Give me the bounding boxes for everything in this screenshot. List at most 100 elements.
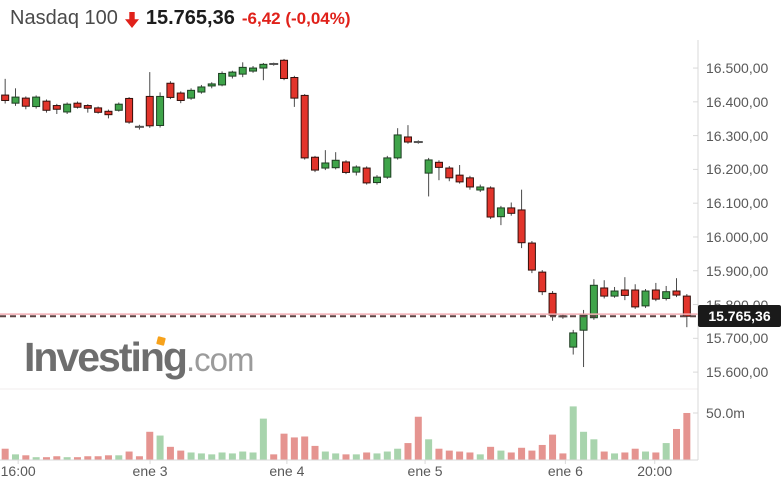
volume-bar <box>94 456 102 460</box>
candle-body <box>21 97 30 107</box>
candle-body <box>445 167 454 179</box>
candle-body <box>114 103 123 111</box>
volume-bar <box>332 453 340 460</box>
volume-bar <box>156 435 164 460</box>
volume-bar <box>466 452 474 460</box>
candle-body <box>259 63 268 69</box>
candle-body <box>32 96 41 108</box>
volume-bar <box>53 456 61 460</box>
volume-bar <box>290 437 298 460</box>
candle-body <box>1 94 10 101</box>
volume-bar <box>456 451 464 460</box>
candle-body <box>280 59 289 80</box>
candle-body <box>579 314 588 331</box>
candle-body <box>538 271 547 293</box>
volume-bar <box>425 439 433 460</box>
volume-bar <box>146 431 154 460</box>
volume-bar <box>435 448 443 460</box>
volume-bar <box>197 453 205 460</box>
volume-bar <box>507 452 515 460</box>
volume-bar <box>363 452 371 460</box>
candle-body <box>197 86 206 93</box>
candle-body <box>507 207 516 214</box>
change-value: -6,42 <box>241 8 281 28</box>
volume-bar <box>445 450 453 460</box>
candle-body <box>682 295 691 317</box>
candle-body <box>434 161 443 168</box>
candle-body <box>249 67 258 72</box>
volume-bar <box>631 448 639 460</box>
candle-body <box>455 174 464 183</box>
candle-body <box>352 166 361 173</box>
last-price: 15.765,36 <box>145 7 235 29</box>
volume-bar <box>1 448 9 460</box>
candle-body <box>42 100 51 111</box>
volume-bar <box>84 456 92 460</box>
volume-bar <box>538 444 546 460</box>
candle-body <box>569 332 578 348</box>
candle-body <box>517 209 526 244</box>
candle-body <box>125 97 134 123</box>
candle-body <box>83 105 92 109</box>
volume-bar <box>187 452 195 460</box>
change-percent: (-0,04%) <box>285 8 351 28</box>
candle-body <box>207 83 216 87</box>
candle-body <box>290 77 299 99</box>
candle-body <box>496 207 505 218</box>
volume-bar <box>73 457 81 460</box>
volume-bar <box>621 452 629 460</box>
candle-body <box>672 290 681 296</box>
volume-bar <box>373 453 381 460</box>
candle-body <box>548 292 557 316</box>
volume-bar <box>487 446 495 460</box>
volume-bar <box>311 445 319 460</box>
candle-body <box>321 162 330 169</box>
instrument-name: Nasdaq 100 <box>10 7 118 29</box>
candle-body <box>662 291 671 299</box>
volume-bar <box>652 452 660 460</box>
candle-body <box>424 159 433 174</box>
volume-bar <box>280 433 288 460</box>
candle-body <box>73 102 82 108</box>
volume-bar <box>115 455 123 460</box>
volume-bar <box>414 416 422 460</box>
volume-bar <box>569 406 577 460</box>
candle-body <box>331 159 340 169</box>
candle-body <box>610 290 619 297</box>
volume-bar <box>166 446 174 460</box>
instrument-header: Nasdaq 100 15.765,36 -6,42 (-0,04%) <box>10 7 351 30</box>
candle-body <box>527 242 536 271</box>
candle-body <box>63 103 72 113</box>
volume-bar <box>321 451 329 460</box>
candle-body <box>476 186 485 191</box>
candle-body <box>300 94 309 159</box>
candle-body <box>486 187 495 218</box>
candle-body <box>383 157 392 178</box>
candle-body <box>600 287 609 297</box>
volume-bar <box>580 431 588 460</box>
candle-body <box>11 96 20 104</box>
candle-body <box>403 136 412 143</box>
current-price-axis-tag: 15.765,36 <box>698 305 781 327</box>
volume-bar <box>673 428 681 460</box>
candle-body <box>311 156 320 171</box>
volume-bar <box>125 451 133 460</box>
volume-bar <box>611 453 619 460</box>
candle-body <box>104 110 113 116</box>
volume-bar <box>177 450 185 460</box>
volume-bar <box>394 448 402 460</box>
volume-bar <box>683 412 691 460</box>
volume-bar <box>135 456 143 460</box>
watermark-suffix: .com <box>185 341 255 378</box>
volume-bar <box>104 455 112 460</box>
volume-bar <box>559 453 567 460</box>
volume-bar <box>352 454 360 460</box>
candle-body <box>620 289 629 296</box>
candle-body <box>641 290 650 307</box>
volume-bar <box>270 454 278 460</box>
volume-bar <box>549 434 557 460</box>
candle-body <box>342 161 350 173</box>
volume-bar <box>662 443 670 460</box>
